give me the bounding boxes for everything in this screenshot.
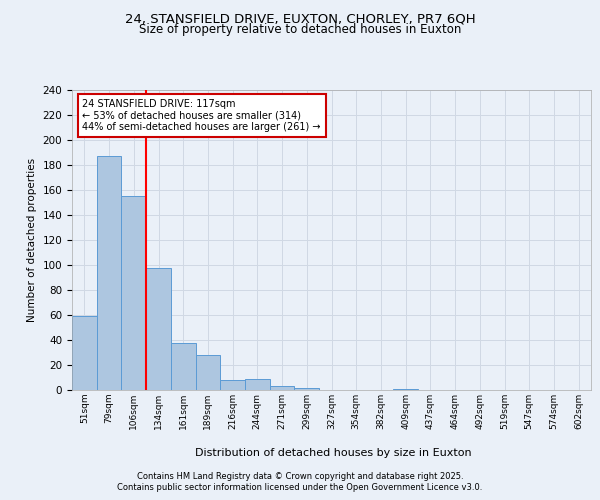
Bar	[121, 196, 146, 390]
Bar	[146, 268, 171, 390]
Bar	[393, 389, 418, 390]
Bar	[196, 355, 220, 390]
Bar	[295, 388, 319, 390]
Text: Contains HM Land Registry data © Crown copyright and database right 2025.: Contains HM Land Registry data © Crown c…	[137, 472, 463, 481]
Text: Distribution of detached houses by size in Euxton: Distribution of detached houses by size …	[194, 448, 472, 458]
Y-axis label: Number of detached properties: Number of detached properties	[27, 158, 37, 322]
Bar	[97, 156, 121, 390]
Bar	[270, 386, 295, 390]
Text: Size of property relative to detached houses in Euxton: Size of property relative to detached ho…	[139, 22, 461, 36]
Bar	[171, 342, 196, 390]
Bar	[220, 380, 245, 390]
Bar	[72, 316, 97, 390]
Text: 24 STANSFIELD DRIVE: 117sqm
← 53% of detached houses are smaller (314)
44% of se: 24 STANSFIELD DRIVE: 117sqm ← 53% of det…	[82, 99, 321, 132]
Bar	[245, 379, 270, 390]
Text: 24, STANSFIELD DRIVE, EUXTON, CHORLEY, PR7 6QH: 24, STANSFIELD DRIVE, EUXTON, CHORLEY, P…	[125, 12, 475, 26]
Text: Contains public sector information licensed under the Open Government Licence v3: Contains public sector information licen…	[118, 484, 482, 492]
